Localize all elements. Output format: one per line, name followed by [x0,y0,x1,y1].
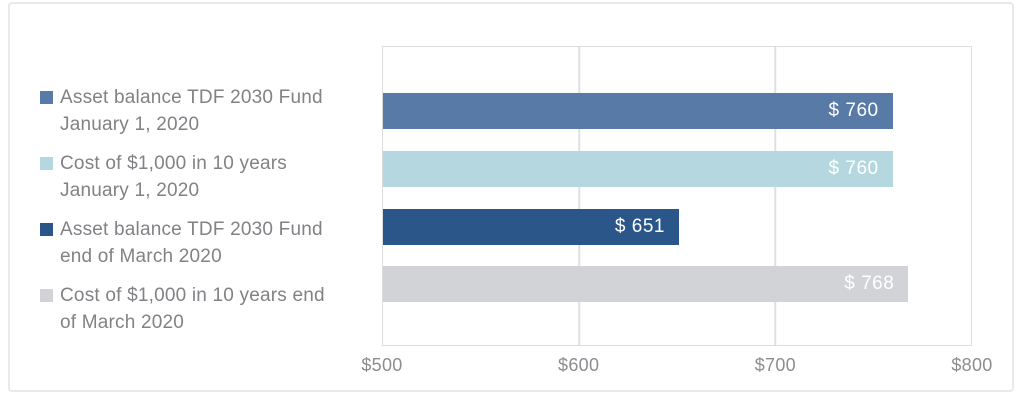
legend-label-line1: Asset balance TDF 2030 Fund [60,87,323,108]
legend-label-line2: end of March 2020 [60,246,222,267]
x-tick-label: $700 [754,355,796,375]
legend-swatch-icon [40,223,53,236]
bar-value-label: $ 651 [614,216,665,237]
plot-area: $ 760 $ 760 $ 651 $ 768 [382,46,972,346]
bar-4: $ 768 [383,266,909,302]
legend-label-line1: Cost of $1,000 in 10 years [60,153,288,174]
x-tick-label: $500 [361,355,403,375]
bar-value-label: $ 768 [844,273,895,294]
legend-item-4: Cost of $1,000 in 10 years end of March 2… [40,282,370,336]
x-axis: $500 $600 $700 $800 [361,355,992,383]
bar-2: $ 760 [383,151,893,187]
legend-swatch-icon [40,289,53,302]
legend-item-1: Asset balance TDF 2030 Fund January 1, 20… [40,84,370,138]
bar-3: $ 651 [383,209,679,245]
x-tick-label: $600 [558,355,600,375]
legend-swatch-icon [40,91,53,104]
legend-label-line1: Cost of $1,000 in 10 years end [60,285,325,306]
legend: Asset balance TDF 2030 Fund January 1, 20… [40,84,370,348]
legend-label-line2: of March 2020 [60,312,185,333]
legend-swatch-icon [40,157,53,170]
legend-item-3: Asset balance TDF 2030 Fund end of March … [40,216,370,270]
bar-value-label: $ 760 [828,158,879,179]
bar-value-label: $ 760 [828,100,879,121]
gridline-700 [774,47,776,345]
legend-label-line2: January 1, 2020 [60,180,200,201]
legend-label: Asset balance TDF 2030 Fund end of March … [60,216,323,270]
x-tick-label: $800 [951,355,993,375]
gridline-600 [578,47,580,345]
legend-label: Cost of $1,000 in 10 years January 1, 202… [60,150,287,204]
bar-1: $ 760 [383,93,893,129]
legend-label-line2: January 1, 2020 [60,114,200,135]
legend-label: Asset balance TDF 2030 Fund January 1, 20… [60,84,323,138]
legend-label-line1: Asset balance TDF 2030 Fund [60,219,323,240]
legend-item-2: Cost of $1,000 in 10 years January 1, 202… [40,150,370,204]
legend-label: Cost of $1,000 in 10 years end of March 2… [60,282,325,336]
